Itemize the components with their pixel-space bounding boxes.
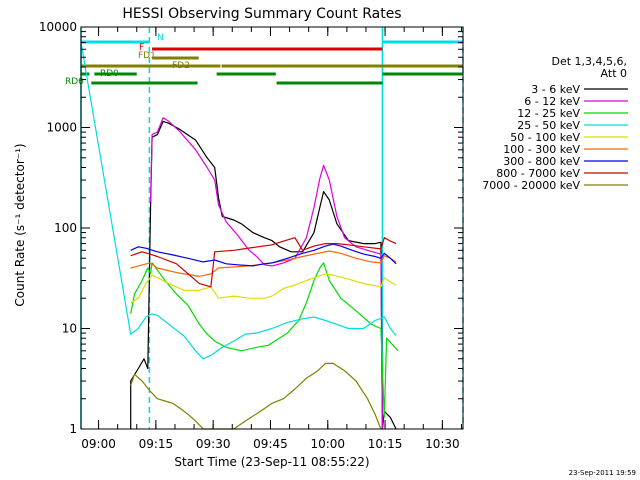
y-tick-label: 10 <box>62 322 77 336</box>
legend-entry-label: 3 - 6 keV <box>531 83 580 96</box>
series-line <box>130 243 397 267</box>
series-line <box>130 273 397 304</box>
legend-entry-label: 12 - 25 keV <box>517 107 580 120</box>
series-line <box>80 42 397 429</box>
x-tick-label: 10:30 <box>425 437 460 451</box>
legend-entry-label: 25 - 50 keV <box>517 119 580 132</box>
x-tick-label: 09:45 <box>253 437 288 451</box>
legend-header: Det 1,3,4,5,6, <box>551 55 627 68</box>
y-tick-label: 100 <box>54 221 77 235</box>
series-lines <box>80 42 399 430</box>
x-tick-label: 10:00 <box>310 437 345 451</box>
x-tick-label: 10:15 <box>368 437 403 451</box>
series-line <box>130 362 382 430</box>
flag-bar-label: FD1 <box>138 51 156 61</box>
legend-entry-label: 800 - 7000 keV <box>496 167 580 180</box>
flag-bar-label: RD6 <box>65 77 84 87</box>
series-line <box>149 117 383 430</box>
legend-entry-label: 100 - 300 keV <box>503 143 580 156</box>
legend-entry-label: 7000 - 20000 keV <box>482 179 580 192</box>
x-tick-label: 09:15 <box>139 437 174 451</box>
legend-entry-label: 6 - 12 keV <box>524 95 580 108</box>
flag-bar-label: F <box>139 43 144 53</box>
chart-title: HESSI Observing Summary Count Rates <box>122 6 401 22</box>
flag-bar-label: FD2 <box>172 61 190 71</box>
x-axis-label: Start Time (23-Sep-11 08:55:22) <box>174 455 369 469</box>
legend-entry-label: 50 - 100 keV <box>510 131 580 144</box>
legend-entry-label: 300 - 800 keV <box>503 155 580 168</box>
series-line <box>130 120 397 430</box>
flag-bar-label: RD0 <box>100 69 119 79</box>
generation-timestamp: 23-Sep-2011 19:59 <box>569 469 636 477</box>
y-tick-label: 1000 <box>46 121 77 135</box>
series-line <box>130 262 399 419</box>
flag-bar-label: N <box>157 33 164 43</box>
axis-ticks: 1 10 100 1000 10000 09:00 09:15 09:30 09:45 10:00… <box>39 20 463 451</box>
x-tick-label: 09:00 <box>81 437 116 451</box>
y-tick-label: 1 <box>69 422 77 436</box>
series-line <box>130 237 397 288</box>
legend-header: Att 0 <box>601 67 627 80</box>
y-axis-label: Count Rate (s⁻¹ detector⁻¹) <box>13 143 27 306</box>
x-tick-label: 09:30 <box>196 437 231 451</box>
y-tick-label: 10000 <box>39 20 77 34</box>
